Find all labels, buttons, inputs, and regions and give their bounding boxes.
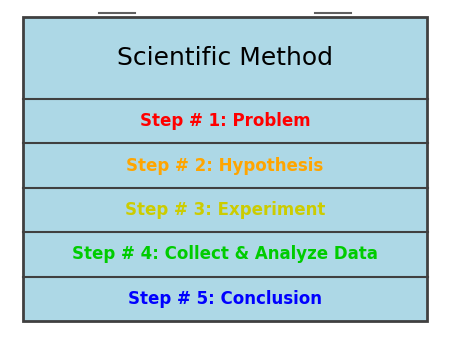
Text: Step # 2: Hypothesis: Step # 2: Hypothesis <box>126 156 324 175</box>
Text: Scientific Method: Scientific Method <box>117 46 333 70</box>
Text: Step # 1: Problem: Step # 1: Problem <box>140 112 310 130</box>
Text: Step # 5: Conclusion: Step # 5: Conclusion <box>128 290 322 308</box>
Text: Step # 4: Collect & Analyze Data: Step # 4: Collect & Analyze Data <box>72 245 378 264</box>
Bar <box>22 17 427 321</box>
Text: Step # 3: Experiment: Step # 3: Experiment <box>125 201 325 219</box>
